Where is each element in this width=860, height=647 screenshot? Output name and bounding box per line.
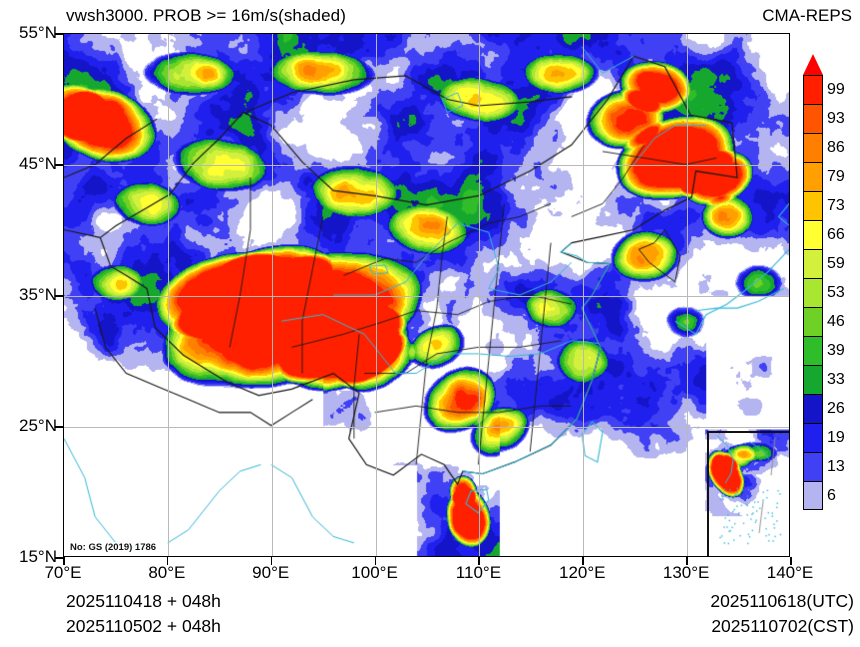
x-axis-tick	[374, 557, 377, 565]
colorbar-tick-label: 73	[827, 196, 845, 214]
y-axis-tick-label: 35°N	[19, 285, 57, 304]
page-title: vwsh3000. PROB >= 16m/s(shaded)	[66, 6, 346, 25]
colorbar-segment	[803, 336, 823, 365]
probability-shading-layer	[64, 34, 789, 556]
y-axis-tick-label: 15°N	[19, 547, 57, 566]
colorbar-segment	[803, 162, 823, 191]
gridline-horizontal	[64, 296, 789, 297]
colorbar-tick-label: 13	[827, 457, 845, 475]
agency-label: CMA-REPS	[762, 6, 852, 25]
gridline-vertical	[167, 34, 169, 556]
colorbar-tick-label: 19	[827, 428, 845, 446]
map-watermark: No: GS (2019) 1786	[68, 542, 159, 553]
colorbar-tick-label: 46	[827, 312, 845, 330]
colorbar-segment	[803, 452, 823, 481]
gridline-vertical	[271, 34, 273, 556]
x-axis-tick-label: 90°E	[252, 563, 290, 582]
colorbar-segment	[803, 365, 823, 394]
x-axis-tick-label: 120°E	[559, 563, 606, 582]
footer-init-cst: 2025110502 + 048h	[66, 616, 221, 636]
colorbar-segment	[803, 75, 823, 104]
x-axis-tick-label: 100°E	[351, 563, 398, 582]
colorbar-tick-label: 99	[827, 80, 845, 98]
footer-valid-cst: 2025110702(CST)	[711, 616, 854, 636]
colorbar-tick-label: 39	[827, 341, 845, 359]
colorbar-tick-label: 6	[827, 486, 836, 504]
x-axis-tick	[686, 557, 688, 565]
x-axis-tick-label: 80°E	[148, 563, 186, 582]
x-axis-tick	[63, 557, 65, 565]
y-axis-tick-label: 55°N	[19, 23, 57, 42]
x-axis-tick-label: 130°E	[662, 563, 710, 582]
colorbar-tick-label: 33	[827, 370, 845, 388]
x-axis-tick-label: 110°E	[455, 563, 502, 582]
y-axis-tick	[55, 164, 63, 166]
x-axis-tick	[270, 557, 273, 565]
x-axis-tick	[790, 557, 792, 565]
gridline-vertical	[375, 34, 377, 556]
colorbar-segment	[803, 220, 823, 249]
colorbar-segment	[803, 104, 823, 133]
colorbar-tick-label: 59	[827, 254, 845, 272]
colorbar-segment	[803, 278, 823, 307]
x-axis-tick	[478, 557, 480, 565]
colorbar-tick-label: 66	[827, 225, 845, 243]
colorbar-tick-label: 26	[827, 399, 845, 417]
y-axis-tick	[55, 295, 63, 297]
colorbar-segment	[803, 191, 823, 220]
colorbar-segment	[803, 249, 823, 278]
colorbar-segment	[803, 394, 823, 423]
colorbar-segment	[803, 481, 823, 510]
colorbar-over-arrow	[803, 54, 823, 75]
gridline-horizontal	[64, 165, 789, 166]
y-axis-tick	[55, 557, 63, 559]
y-axis-tick-label: 45°N	[19, 154, 57, 173]
colorbar-tick-label: 93	[827, 109, 845, 127]
x-axis-tick-label: 140°E	[766, 563, 814, 582]
x-axis-tick-label: 70°E	[44, 563, 82, 582]
y-axis-tick	[55, 33, 63, 35]
gridline-horizontal	[64, 427, 789, 428]
colorbar-tick-label: 53	[827, 283, 845, 301]
map-plot-area: No: GS (2019) 1786	[63, 33, 790, 557]
y-axis-tick	[55, 426, 63, 428]
colorbar	[803, 75, 823, 510]
colorbar-segment	[803, 423, 823, 452]
south-china-sea-inset	[707, 431, 789, 556]
colorbar-segment	[803, 307, 823, 336]
colorbar-tick-label: 86	[827, 138, 845, 156]
x-axis-tick	[166, 557, 169, 565]
gridline-vertical	[687, 34, 689, 556]
y-axis-tick-label: 25°N	[19, 416, 57, 435]
footer-valid-utc: 2025110618(UTC)	[710, 591, 854, 611]
gridline-vertical	[583, 34, 585, 556]
x-axis-tick	[582, 557, 584, 565]
colorbar-tick-label: 79	[827, 167, 845, 185]
gridline-vertical	[479, 34, 481, 556]
colorbar-segment	[803, 133, 823, 162]
colorbar-under-arrow	[803, 510, 823, 531]
footer-init-utc: 2025110418 + 048h	[66, 591, 221, 611]
